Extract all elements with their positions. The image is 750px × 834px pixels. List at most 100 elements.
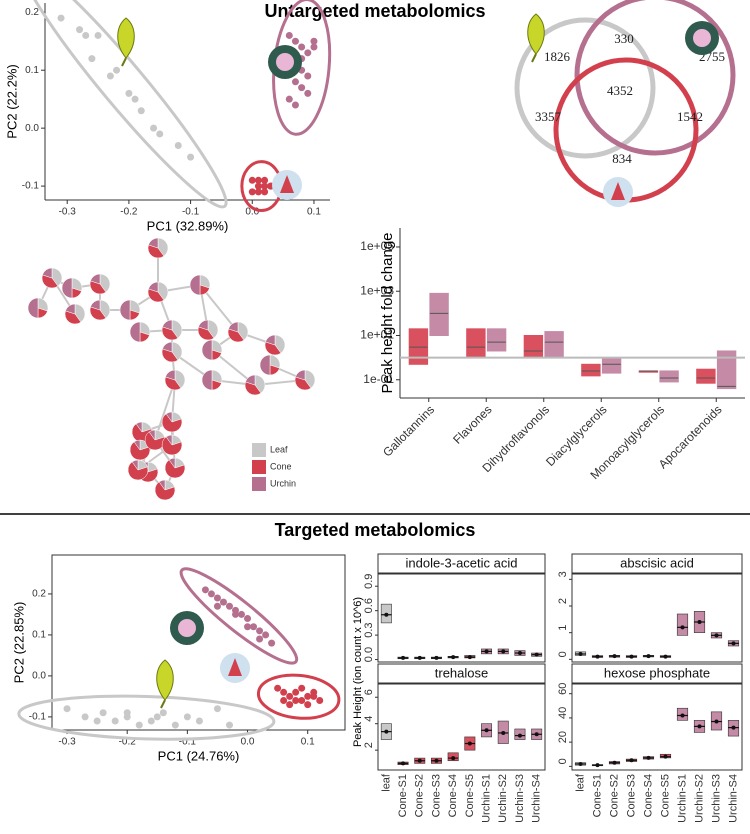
median-dot <box>595 654 600 659</box>
point <box>248 188 256 196</box>
node-slice <box>162 341 173 353</box>
cone-shape <box>228 658 242 676</box>
x-tick-label: Cone-S4 <box>447 774 459 817</box>
median-dot <box>467 655 472 660</box>
venn-count: 834 <box>612 151 632 166</box>
x-tick-label: Urchin-S4 <box>727 774 739 823</box>
venn-count: 330 <box>614 31 634 46</box>
point <box>93 717 101 725</box>
node-slice <box>158 479 166 491</box>
node-slice <box>41 274 59 289</box>
x-tick-label: leaf <box>380 773 392 792</box>
node-slice <box>254 374 266 394</box>
x-tick-label: -0.1 <box>182 207 200 218</box>
node-slice <box>164 376 182 391</box>
node-slice <box>65 303 76 315</box>
median-dot <box>663 654 668 659</box>
point <box>261 188 269 196</box>
median-dot <box>629 654 634 659</box>
group-ellipse <box>179 567 299 665</box>
x-tick-label: 0.1 <box>301 737 315 748</box>
box <box>601 357 622 374</box>
median-dot <box>534 732 539 737</box>
node-slice <box>161 348 179 363</box>
median-dot <box>484 728 489 733</box>
node-slice <box>74 303 86 323</box>
leaf-stem <box>121 57 127 67</box>
point <box>285 95 293 103</box>
node-slice <box>131 459 139 471</box>
strip-title: trehalose <box>435 665 488 680</box>
y-tick-label: 0.0 <box>25 123 39 134</box>
panel-frame <box>571 683 743 771</box>
y-tick-label: 4 <box>363 716 375 722</box>
y-tick-label: 0.6 <box>363 598 375 613</box>
median-dot <box>401 655 406 660</box>
node-slice <box>168 457 176 469</box>
node-slice <box>207 319 219 339</box>
group-ellipse <box>17 694 276 741</box>
median-dot <box>612 654 617 659</box>
median-dot <box>646 755 651 760</box>
point <box>298 84 306 92</box>
y-tick-label: 60 <box>557 683 569 695</box>
point <box>254 182 262 190</box>
node-slice <box>227 328 245 343</box>
median-dot <box>680 625 685 630</box>
median-dot <box>680 713 685 718</box>
point <box>261 182 269 190</box>
urchin-flower <box>178 619 196 637</box>
point <box>256 635 264 643</box>
point <box>183 713 191 721</box>
node-slice <box>61 277 73 299</box>
y-tick-label: -0.1 <box>29 712 47 723</box>
point <box>76 26 84 34</box>
leaf-stem <box>531 53 537 63</box>
venn-count: 3357 <box>535 109 562 124</box>
node-slice <box>133 439 141 451</box>
median-dot <box>501 649 506 654</box>
point <box>81 713 89 721</box>
point <box>304 701 312 709</box>
y-tick-label: 0.3 <box>363 622 375 637</box>
venn-set <box>553 57 699 203</box>
point <box>291 101 299 109</box>
legend-swatch <box>252 460 266 474</box>
point <box>187 153 195 161</box>
strip-title: abscisic acid <box>620 555 694 570</box>
point <box>298 684 306 692</box>
node-slice <box>294 376 312 391</box>
x-tick-label: Gallotannins <box>380 402 437 459</box>
point <box>195 717 203 725</box>
point <box>250 623 258 631</box>
box <box>676 613 689 636</box>
y-axis-label: PC2 (22.85%) <box>11 602 26 684</box>
point <box>113 66 121 74</box>
node-slice <box>174 369 186 389</box>
group-ellipse <box>19 0 228 209</box>
point <box>106 72 114 80</box>
node-slice <box>157 281 169 301</box>
median-dot <box>663 754 668 759</box>
node-slice <box>274 334 286 354</box>
point <box>310 692 318 700</box>
legend-label: Leaf <box>270 444 288 454</box>
point <box>291 78 299 86</box>
median-dot <box>731 641 736 646</box>
point <box>280 688 288 696</box>
median-dot <box>384 729 389 734</box>
point <box>57 14 65 22</box>
x-tick-label: leaf <box>574 773 586 792</box>
point <box>225 721 233 729</box>
point <box>268 639 276 647</box>
node-slice <box>148 281 159 293</box>
point <box>123 709 131 717</box>
strip <box>571 553 743 574</box>
x-tick-label: 0.0 <box>245 207 259 218</box>
venn-count: 1826 <box>544 49 571 64</box>
x-tick-label: Cone-S1 <box>397 774 409 817</box>
point <box>316 696 324 704</box>
point <box>274 684 282 692</box>
x-tick-label: Cone-S2 <box>608 774 620 817</box>
point <box>291 37 299 45</box>
